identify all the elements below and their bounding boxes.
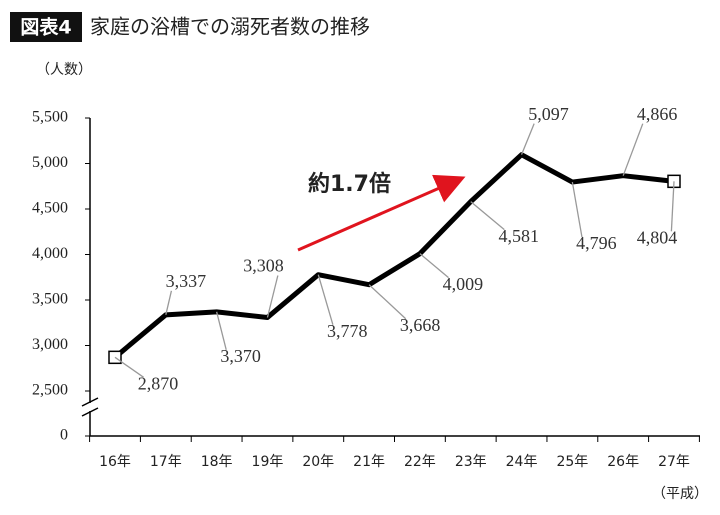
chart-title: 家庭の浴槽での溺死者数の推移 xyxy=(90,15,370,39)
x-tick-label: 17年 xyxy=(150,454,182,470)
x-tick-label: 25年 xyxy=(556,454,588,470)
x-tick-label: 27年 xyxy=(658,454,690,470)
x-tick-label: 26年 xyxy=(607,454,639,470)
value-label: 4,009 xyxy=(443,274,484,294)
x-tick-label: 24年 xyxy=(506,454,538,470)
value-label: 5,097 xyxy=(528,104,569,124)
value-label: 4,866 xyxy=(637,104,678,124)
leader-line xyxy=(114,356,144,378)
x-tick-label: 20年 xyxy=(302,454,334,470)
value-label: 3,778 xyxy=(327,321,368,341)
badge: 図表4 xyxy=(20,16,71,39)
x-tick-label: 16年 xyxy=(99,454,131,470)
y-tick-label: 0 xyxy=(60,427,68,444)
x-tick-label: 19年 xyxy=(252,454,284,470)
y-tick-label: 5,000 xyxy=(32,154,68,171)
value-label: 4,804 xyxy=(637,227,678,247)
value-label: 3,308 xyxy=(243,256,284,276)
value-label: 3,337 xyxy=(166,271,207,291)
leader-line xyxy=(266,275,279,318)
x-tick-label: 21年 xyxy=(353,454,385,470)
x-tick-label: 22年 xyxy=(404,454,436,470)
leader-line xyxy=(470,201,505,231)
axis-break xyxy=(81,407,99,417)
value-label: 4,581 xyxy=(498,226,539,246)
leader-line xyxy=(216,311,227,350)
annotation: 約1.7倍 xyxy=(308,171,391,197)
y-tick-label: 4,000 xyxy=(32,245,68,262)
arrow xyxy=(297,174,466,252)
leader-line xyxy=(368,284,407,320)
value-label: 3,668 xyxy=(400,315,441,335)
value-label: 3,370 xyxy=(220,346,261,366)
leader-line xyxy=(317,274,334,325)
x-tick-label: 18年 xyxy=(201,454,233,470)
leader-line xyxy=(165,290,173,315)
axis-break-gap xyxy=(84,403,96,411)
leader-line xyxy=(419,253,449,279)
value-label: 2,870 xyxy=(138,373,179,393)
y-tick-label: 4,500 xyxy=(32,200,68,217)
x-tick-label: 23年 xyxy=(455,454,487,470)
leader-line xyxy=(571,181,583,238)
y-tick-label: 3,000 xyxy=(32,336,68,353)
leader-line xyxy=(520,123,535,155)
leader-line xyxy=(622,123,644,176)
y-axis-label: （人数） xyxy=(36,62,92,78)
axis-break xyxy=(81,397,99,407)
x-axis-label: （平成） xyxy=(652,486,708,502)
leader-line xyxy=(670,181,675,232)
y-tick-label: 3,500 xyxy=(32,291,68,308)
badge-box xyxy=(10,12,82,42)
y-tick-label: 5,500 xyxy=(32,109,68,126)
value-label: 4,796 xyxy=(576,233,617,253)
data-line xyxy=(113,152,675,360)
y-tick-label: 2,500 xyxy=(32,382,68,399)
